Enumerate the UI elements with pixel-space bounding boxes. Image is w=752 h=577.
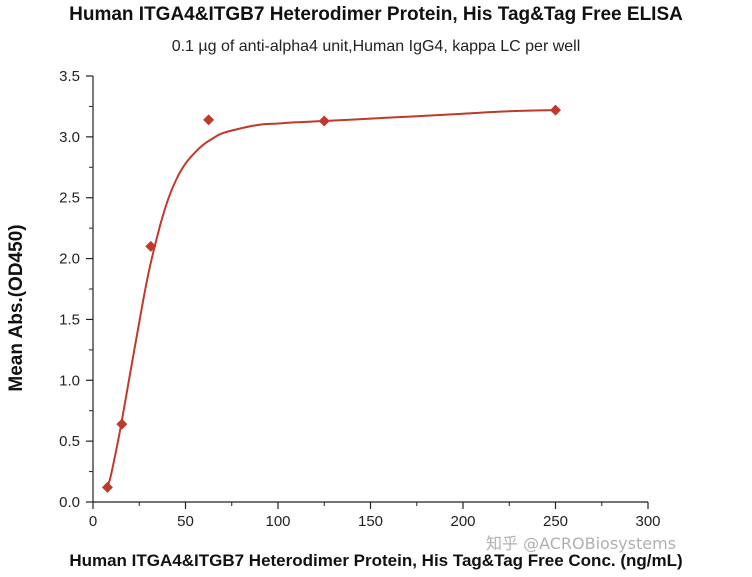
watermark: 知乎 @ACROBiosystems — [486, 534, 677, 553]
x-tick-label: 50 — [177, 513, 194, 530]
y-tick-label: 0.0 — [59, 494, 80, 511]
x-axis-label: Human ITGA4&ITGB7 Heterodimer Protein, H… — [69, 551, 683, 570]
x-tick-label: 300 — [635, 513, 660, 530]
fit-curve-layer — [106, 109, 556, 488]
chart-title: Human ITGA4&ITGB7 Heterodimer Protein, H… — [69, 4, 683, 25]
data-point — [116, 418, 128, 430]
data-point — [203, 114, 215, 126]
fit-curve — [106, 109, 556, 488]
y-tick-label: 3.0 — [59, 129, 80, 146]
data-point — [318, 115, 330, 127]
x-tick-label: 200 — [450, 513, 475, 530]
y-tick-label: 0.5 — [59, 433, 80, 450]
data-point — [145, 240, 157, 252]
y-tick-label: 2.5 — [59, 190, 80, 207]
data-point — [550, 104, 561, 116]
x-tick-label: 150 — [358, 513, 383, 530]
chart-subtitle: 0.1 µg of anti-alpha4 unit,Human IgG4, k… — [171, 38, 581, 55]
x-tick-label: 250 — [543, 513, 568, 530]
data-points-layer — [101, 104, 561, 493]
y-tick-label: 1.0 — [59, 372, 80, 389]
y-tick-label: 3.5 — [59, 68, 80, 85]
x-tick-label: 100 — [265, 513, 290, 530]
y-axis-label: Mean Abs.(OD450) — [6, 224, 27, 392]
y-tick-label: 2.0 — [59, 251, 80, 268]
y-tick-label: 1.5 — [59, 311, 80, 328]
x-tick-label: 0 — [89, 513, 97, 530]
axes: 0.0 0.5 1.0 1.5 2.0 2.5 3.0 3.5 0 50 100 150 200 250 3… — [59, 68, 660, 530]
data-point — [101, 481, 113, 493]
